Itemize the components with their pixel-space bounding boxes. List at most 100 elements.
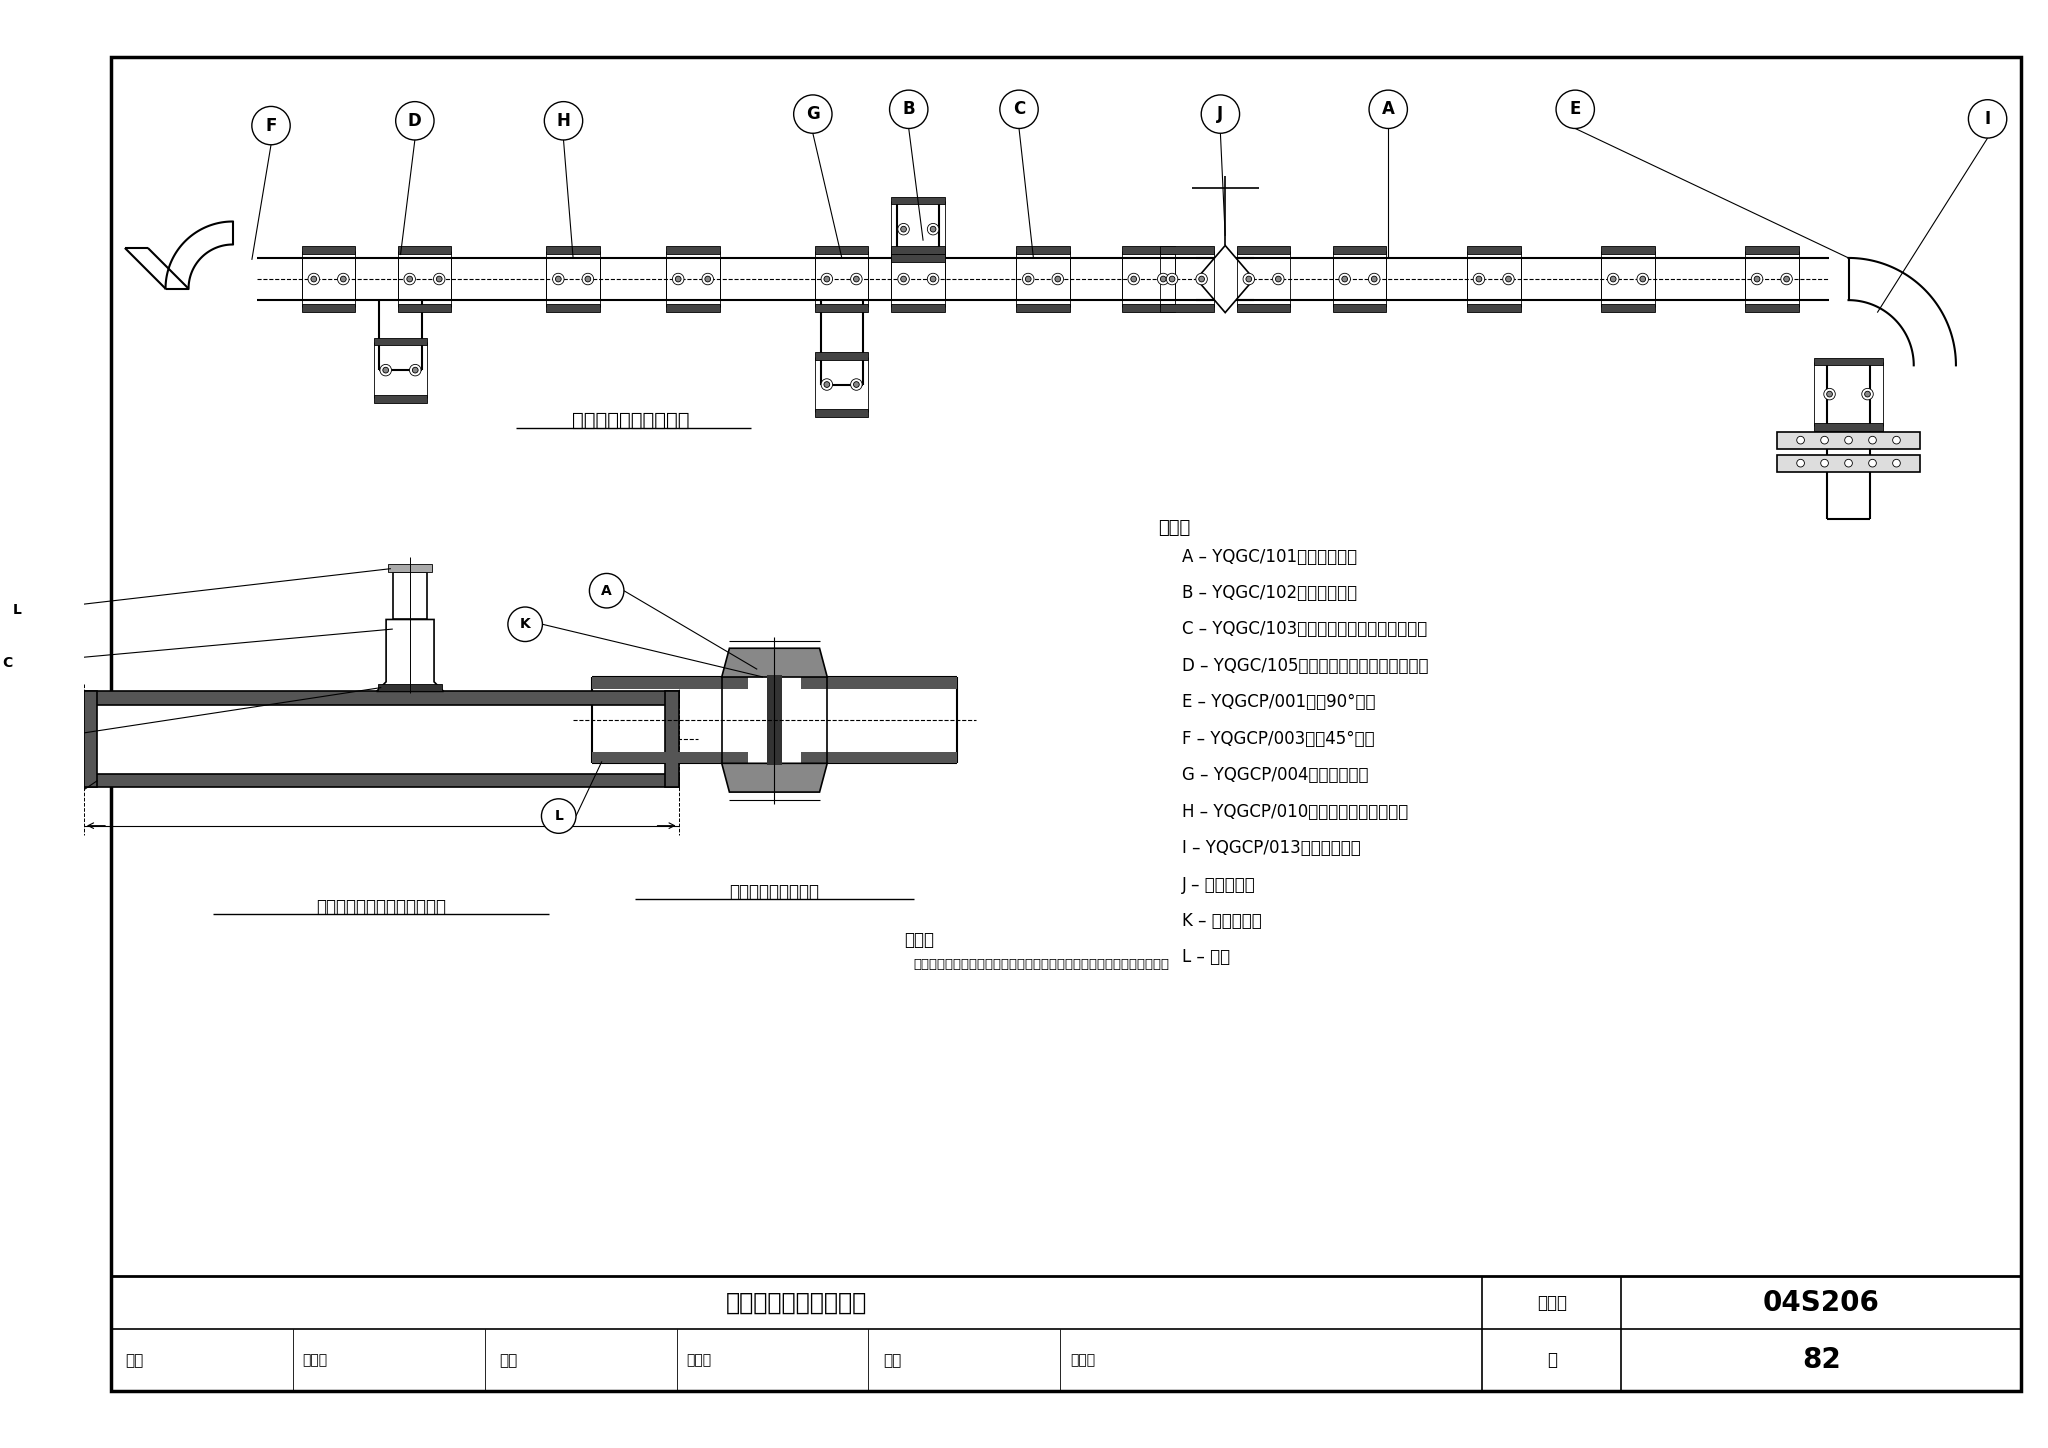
Text: A: A [602, 584, 612, 598]
Circle shape [705, 277, 711, 282]
Circle shape [1864, 391, 1870, 397]
Bar [1159, 246, 1214, 253]
Bar [393, 572, 428, 620]
Bar [891, 304, 946, 311]
Bar [1122, 304, 1176, 311]
Bar [387, 563, 432, 572]
Bar [592, 678, 748, 688]
Circle shape [541, 799, 575, 833]
Text: J: J [1217, 106, 1223, 123]
Bar [84, 773, 678, 788]
Circle shape [928, 274, 938, 285]
Bar [666, 246, 719, 253]
Text: 图集号: 图集号 [1536, 1293, 1567, 1312]
Text: 高之仙: 高之仙 [686, 1354, 711, 1367]
Circle shape [889, 90, 928, 129]
Bar [1122, 246, 1176, 253]
Bar [1602, 246, 1655, 253]
Bar [1466, 304, 1520, 311]
Circle shape [1821, 436, 1829, 445]
Circle shape [1341, 277, 1348, 282]
Text: I: I [1985, 110, 1991, 127]
Bar [891, 246, 946, 253]
Bar [1602, 304, 1655, 311]
Circle shape [1751, 274, 1763, 285]
Text: 卡箌机械开孔三通连接示意图: 卡箌机械开孔三通连接示意图 [315, 898, 446, 915]
Bar [1776, 455, 1921, 472]
Circle shape [930, 226, 936, 232]
Bar [891, 197, 946, 204]
Text: F: F [266, 117, 276, 135]
Circle shape [1026, 277, 1030, 282]
Circle shape [434, 274, 444, 285]
Circle shape [1128, 274, 1139, 285]
Circle shape [901, 226, 907, 232]
Circle shape [1503, 274, 1513, 285]
Circle shape [1198, 277, 1204, 282]
Bar [801, 678, 956, 688]
Text: E – YQGCP/001　型90°弯头: E – YQGCP/001 型90°弯头 [1182, 694, 1376, 711]
Text: A: A [1382, 100, 1395, 119]
Circle shape [1022, 274, 1034, 285]
Circle shape [850, 379, 862, 391]
Circle shape [795, 96, 831, 133]
Bar [379, 683, 442, 691]
Bar [397, 246, 451, 253]
Circle shape [383, 368, 389, 374]
Bar [1745, 304, 1798, 311]
Circle shape [901, 277, 907, 282]
Bar [547, 304, 600, 311]
Circle shape [545, 101, 584, 140]
Circle shape [1130, 277, 1137, 282]
Circle shape [553, 274, 563, 285]
Bar [397, 304, 451, 311]
Circle shape [1169, 277, 1176, 282]
Circle shape [0, 592, 35, 627]
Circle shape [1372, 277, 1376, 282]
Polygon shape [721, 763, 827, 792]
Circle shape [1796, 459, 1804, 468]
Text: C: C [1014, 100, 1026, 119]
Circle shape [1368, 274, 1380, 285]
Circle shape [311, 277, 317, 282]
Circle shape [897, 274, 909, 285]
Circle shape [1845, 436, 1851, 445]
Text: B: B [903, 100, 915, 119]
Circle shape [854, 382, 860, 388]
Circle shape [823, 382, 829, 388]
Circle shape [850, 274, 862, 285]
Circle shape [1827, 391, 1833, 397]
Text: L: L [555, 809, 563, 822]
Text: D: D [408, 111, 422, 130]
Circle shape [1053, 274, 1063, 285]
Circle shape [672, 274, 684, 285]
Bar [815, 304, 868, 311]
Circle shape [1796, 436, 1804, 445]
Circle shape [897, 223, 909, 235]
Bar [1745, 246, 1798, 253]
Text: K – 橡胶密封圈: K – 橡胶密封圈 [1182, 912, 1262, 930]
Text: H: H [557, 111, 571, 130]
Bar [815, 246, 868, 253]
Text: 乙棅钓: 乙棅钓 [303, 1354, 328, 1367]
Text: K: K [520, 617, 530, 631]
Circle shape [307, 274, 319, 285]
Bar [666, 691, 678, 788]
Circle shape [1868, 459, 1876, 468]
Text: 04S206: 04S206 [1763, 1289, 1880, 1316]
Circle shape [1868, 436, 1876, 445]
Circle shape [1968, 100, 2007, 138]
Circle shape [1640, 277, 1647, 282]
Circle shape [1784, 277, 1790, 282]
Circle shape [1556, 90, 1595, 129]
Circle shape [1202, 96, 1239, 133]
Circle shape [338, 274, 348, 285]
Text: I – YQGCP/013　卡箌式法兰: I – YQGCP/013 卡箌式法兰 [1182, 838, 1360, 857]
Bar [1333, 246, 1386, 253]
Circle shape [999, 90, 1038, 129]
Circle shape [0, 727, 10, 762]
Circle shape [1755, 277, 1759, 282]
Circle shape [930, 277, 936, 282]
Circle shape [1892, 436, 1901, 445]
Bar [301, 246, 356, 253]
